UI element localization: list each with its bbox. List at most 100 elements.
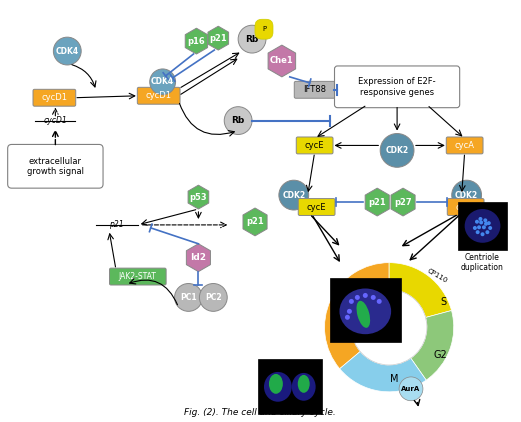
Text: AurA: AurA xyxy=(401,386,420,392)
Wedge shape xyxy=(340,352,426,392)
Text: CDK2: CDK2 xyxy=(386,146,408,155)
Circle shape xyxy=(150,69,176,95)
Ellipse shape xyxy=(356,301,370,328)
Circle shape xyxy=(347,309,352,314)
FancyBboxPatch shape xyxy=(8,144,103,188)
Circle shape xyxy=(53,37,81,65)
Text: Che1: Che1 xyxy=(270,57,294,65)
Polygon shape xyxy=(188,185,209,209)
Text: Fig. (2). The cell and ciliary cycle.: Fig. (2). The cell and ciliary cycle. xyxy=(184,408,336,417)
Polygon shape xyxy=(391,188,415,216)
Ellipse shape xyxy=(340,289,391,334)
Ellipse shape xyxy=(264,372,292,402)
Text: p21: p21 xyxy=(368,197,386,206)
Circle shape xyxy=(483,218,487,222)
Circle shape xyxy=(238,25,266,53)
Text: G2: G2 xyxy=(434,350,448,360)
Text: cycA: cycA xyxy=(455,141,475,150)
Text: IFT88: IFT88 xyxy=(303,85,326,94)
Text: cycD1: cycD1 xyxy=(41,93,67,102)
Circle shape xyxy=(175,284,202,311)
Circle shape xyxy=(477,225,481,229)
Text: Id2: Id2 xyxy=(190,253,206,262)
Circle shape xyxy=(478,217,482,221)
FancyBboxPatch shape xyxy=(109,268,166,285)
Text: S: S xyxy=(441,298,447,307)
Polygon shape xyxy=(208,26,229,50)
Bar xyxy=(258,359,321,414)
Polygon shape xyxy=(185,28,207,54)
Circle shape xyxy=(473,226,477,230)
Wedge shape xyxy=(411,311,454,380)
Text: Centriole
duplication: Centriole duplication xyxy=(461,253,504,272)
Text: CDK4: CDK4 xyxy=(151,77,174,87)
Ellipse shape xyxy=(292,373,316,401)
Text: cycA: cycA xyxy=(456,203,476,211)
Bar xyxy=(330,278,401,342)
Text: cycD1: cycD1 xyxy=(146,91,172,100)
Text: P: P xyxy=(262,26,266,32)
Circle shape xyxy=(363,293,368,298)
Text: JAK2-STAT: JAK2-STAT xyxy=(119,272,157,281)
Circle shape xyxy=(371,295,376,300)
Circle shape xyxy=(476,230,480,234)
Circle shape xyxy=(349,299,354,304)
Ellipse shape xyxy=(465,209,500,243)
Text: Rb: Rb xyxy=(245,35,259,43)
Circle shape xyxy=(377,299,382,304)
Circle shape xyxy=(279,180,308,210)
Bar xyxy=(457,202,507,250)
Text: CP110: CP110 xyxy=(426,268,448,284)
Circle shape xyxy=(480,232,485,236)
Text: p21: p21 xyxy=(109,220,123,230)
Ellipse shape xyxy=(298,375,309,393)
Text: cycE: cycE xyxy=(305,141,325,150)
Circle shape xyxy=(482,225,486,229)
Wedge shape xyxy=(389,262,452,317)
Text: extracellular
growth signal: extracellular growth signal xyxy=(27,157,84,176)
Circle shape xyxy=(452,180,481,210)
FancyBboxPatch shape xyxy=(334,66,460,108)
Circle shape xyxy=(479,220,483,225)
Text: Rb: Rb xyxy=(231,116,245,125)
Circle shape xyxy=(486,230,489,234)
Text: G0: G0 xyxy=(370,314,384,324)
Circle shape xyxy=(224,107,252,135)
FancyBboxPatch shape xyxy=(294,81,335,98)
FancyBboxPatch shape xyxy=(296,137,333,154)
Text: CDK2: CDK2 xyxy=(455,191,478,200)
Wedge shape xyxy=(325,262,389,369)
FancyBboxPatch shape xyxy=(33,89,76,106)
Circle shape xyxy=(355,295,360,300)
Text: p21: p21 xyxy=(246,217,264,227)
Text: PC2: PC2 xyxy=(205,293,221,302)
Text: p16: p16 xyxy=(188,37,205,46)
Text: cycD1: cycD1 xyxy=(43,116,67,125)
Text: Expression of E2F-
responsive genes: Expression of E2F- responsive genes xyxy=(358,77,436,97)
Text: p27: p27 xyxy=(394,197,412,206)
Text: p21: p21 xyxy=(209,34,227,43)
Circle shape xyxy=(475,220,479,224)
Circle shape xyxy=(487,221,491,225)
Polygon shape xyxy=(365,188,389,216)
Circle shape xyxy=(484,222,488,226)
FancyBboxPatch shape xyxy=(446,137,483,154)
Circle shape xyxy=(200,284,227,311)
FancyBboxPatch shape xyxy=(138,87,180,104)
Ellipse shape xyxy=(269,374,283,394)
FancyBboxPatch shape xyxy=(447,199,484,216)
Polygon shape xyxy=(268,45,295,77)
Text: cycE: cycE xyxy=(307,203,326,211)
Polygon shape xyxy=(243,208,267,236)
Text: p53: p53 xyxy=(190,192,207,202)
Polygon shape xyxy=(187,244,210,272)
Circle shape xyxy=(399,377,423,401)
Circle shape xyxy=(380,133,414,167)
Circle shape xyxy=(351,289,427,365)
FancyBboxPatch shape xyxy=(298,199,335,216)
Circle shape xyxy=(488,226,492,230)
Text: CDK2: CDK2 xyxy=(282,191,305,200)
Text: CDK4: CDK4 xyxy=(56,46,79,56)
Text: PC1: PC1 xyxy=(180,293,197,302)
Text: M: M xyxy=(390,374,399,384)
